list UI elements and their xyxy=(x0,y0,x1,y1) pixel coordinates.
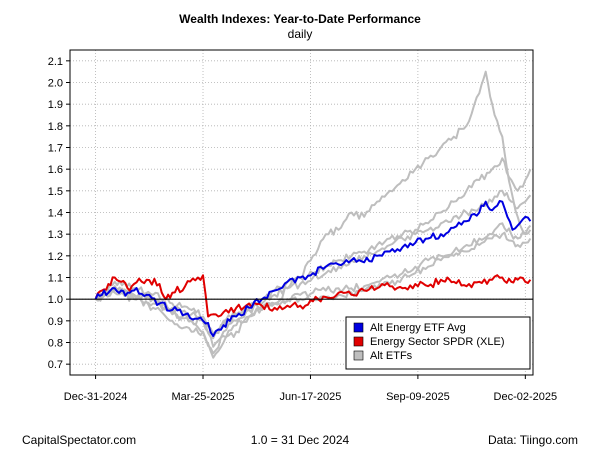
x-tick-label: Jun-17-2025 xyxy=(280,391,342,403)
series-line-alt-etf-4 xyxy=(95,222,532,355)
y-tick-label: 1.7 xyxy=(48,143,63,155)
y-tick-label: 1.1 xyxy=(48,273,63,285)
y-tick-label: 0.8 xyxy=(48,338,63,350)
y-tick-label: 1.2 xyxy=(48,251,63,263)
series-line-avg xyxy=(94,200,532,337)
legend-swatch xyxy=(353,322,364,333)
y-tick-label: 0.7 xyxy=(48,359,63,371)
legend-swatch xyxy=(353,336,364,347)
x-axis: Dec-31-2024 Mar-25-2025 Jun-17-2025 Sep-09-… xyxy=(64,375,557,403)
chart-title: Wealth Indexes: Year-to-Date Performance xyxy=(179,12,421,26)
y-tick-label: 1.0 xyxy=(48,294,63,306)
x-tick-label: Sep-09-2025 xyxy=(386,391,450,403)
footer-data-source: Data: Tiingo.com xyxy=(488,433,578,447)
y-tick-label: 1.3 xyxy=(48,229,63,241)
footer-source-left: CapitalSpectator.com xyxy=(22,433,136,447)
series-line-alt-etf-2 xyxy=(95,157,532,340)
y-axis: 0.7 0.8 0.9 1.0 1.1 1.2 1.3 1.4 1.5 1.6 1.7 1.8 1.9 2… xyxy=(48,56,70,371)
series-line-xle xyxy=(94,274,532,318)
y-tick-label: 0.9 xyxy=(48,316,63,328)
legend-label: Energy Sector SPDR (XLE) xyxy=(370,336,505,348)
y-tick-label: 1.9 xyxy=(48,99,63,111)
y-tick-label: 1.6 xyxy=(48,164,63,176)
chart-subtitle: daily xyxy=(288,27,313,41)
legend-box xyxy=(345,316,531,370)
footer-base-note: 1.0 = 31 Dec 2024 xyxy=(251,433,350,447)
x-tick-label: Mar-25-2025 xyxy=(172,391,235,403)
series-line-alt-etf-1 xyxy=(95,70,532,359)
x-tick-label: Dec-02-2025 xyxy=(494,391,558,403)
y-tick-label: 2.1 xyxy=(48,56,63,68)
legend-label: Alt Energy ETF Avg xyxy=(370,322,466,334)
legend-swatch xyxy=(353,350,364,361)
y-tick-label: 1.8 xyxy=(48,121,63,133)
plot-frame xyxy=(69,49,534,376)
x-tick-label: Dec-31-2024 xyxy=(64,391,128,403)
y-tick-label: 1.4 xyxy=(48,208,63,220)
legend-label: Alt ETFs xyxy=(370,350,413,362)
y-tick-label: 1.5 xyxy=(48,186,63,198)
series-lines xyxy=(94,70,532,359)
y-tick-label: 2.0 xyxy=(48,78,63,90)
legend: Alt Energy ETF Avg Energy Sector SPDR (XL… xyxy=(345,316,531,370)
